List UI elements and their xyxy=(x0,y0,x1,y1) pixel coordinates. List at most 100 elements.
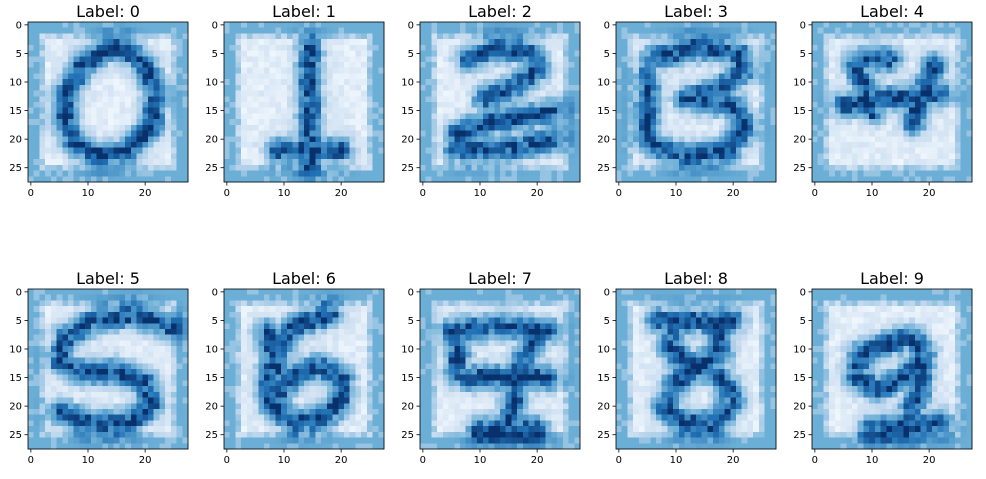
heatmap-cell xyxy=(90,73,97,80)
heatmap-cell xyxy=(33,386,40,393)
heatmap-cell xyxy=(119,62,126,69)
heatmap-cell xyxy=(846,44,853,51)
heatmap-cell xyxy=(85,317,92,324)
heatmap-cell xyxy=(355,124,362,131)
heatmap-cell xyxy=(741,56,748,63)
heatmap-cell xyxy=(113,289,120,296)
heatmap-cell xyxy=(718,73,725,80)
heatmap-cell xyxy=(701,67,708,74)
heatmap-cell xyxy=(224,50,231,57)
heatmap-cell xyxy=(431,176,438,183)
heatmap-cell xyxy=(39,357,46,364)
heatmap-cell xyxy=(437,44,444,51)
heatmap-cell xyxy=(366,159,373,166)
heatmap-cell xyxy=(315,136,322,143)
heatmap-cell xyxy=(142,84,149,91)
heatmap-cell xyxy=(633,113,640,120)
heatmap-cell xyxy=(667,67,674,74)
heatmap-cell xyxy=(136,340,143,347)
heatmap-cell xyxy=(130,431,137,438)
heatmap-cell xyxy=(108,386,115,393)
heatmap-cell xyxy=(50,130,57,137)
heatmap-cell xyxy=(321,164,328,171)
heatmap-cell xyxy=(747,27,754,34)
heatmap-cell xyxy=(897,124,904,131)
heatmap-cell xyxy=(471,67,478,74)
heatmap-cell xyxy=(534,119,541,126)
heatmap-cell xyxy=(551,79,558,86)
heatmap-cell xyxy=(656,164,663,171)
heatmap-cell xyxy=(159,340,166,347)
heatmap-cell xyxy=(264,300,271,307)
heatmap-cell xyxy=(50,346,57,353)
heatmap-cell xyxy=(857,113,864,120)
heatmap-cell xyxy=(656,136,663,143)
heatmap-cell xyxy=(142,397,149,404)
heatmap-cell xyxy=(113,437,120,444)
heatmap-cell xyxy=(45,170,52,177)
heatmap-cell xyxy=(551,159,558,166)
heatmap-cell xyxy=(326,56,333,63)
heatmap-cell xyxy=(159,96,166,103)
heatmap-cell xyxy=(159,437,166,444)
heatmap-cell xyxy=(50,323,57,330)
heatmap-cell xyxy=(349,39,356,46)
heatmap-cell xyxy=(309,22,316,29)
heatmap-cell xyxy=(770,107,777,114)
heatmap-cell xyxy=(153,414,160,421)
heatmap-cell xyxy=(770,44,777,51)
heatmap-cell xyxy=(321,27,328,34)
heatmap-cell xyxy=(528,56,535,63)
heatmap-cell xyxy=(73,50,80,57)
heatmap-cell xyxy=(627,73,634,80)
heatmap-cell xyxy=(730,90,737,97)
heatmap-cell xyxy=(621,39,628,46)
heatmap-cell xyxy=(812,153,819,160)
heatmap-cell xyxy=(568,170,575,177)
heatmap-cell xyxy=(534,107,541,114)
heatmap-cell xyxy=(182,397,189,404)
heatmap-cell xyxy=(863,73,870,80)
heatmap-cell xyxy=(73,380,80,387)
heatmap-cell xyxy=(378,113,385,120)
heatmap-cell xyxy=(707,27,714,34)
heatmap-cell xyxy=(724,153,731,160)
heatmap-cell xyxy=(361,124,368,131)
heatmap-cell xyxy=(62,107,69,114)
heatmap-cell xyxy=(897,170,904,177)
heatmap-cell xyxy=(159,62,166,69)
heatmap-cell xyxy=(252,107,259,114)
heatmap-cell xyxy=(224,113,231,120)
heatmap-cell xyxy=(338,119,345,126)
heatmap-cell xyxy=(633,56,640,63)
heatmap-cell xyxy=(874,124,881,131)
heatmap-cell xyxy=(119,437,126,444)
heatmap-cell xyxy=(102,124,109,131)
heatmap-cell xyxy=(165,119,172,126)
heatmap-cell xyxy=(85,90,92,97)
heatmap-cell xyxy=(45,380,52,387)
heatmap-cell xyxy=(545,67,552,74)
heatmap-cell xyxy=(633,159,640,166)
heatmap-cell xyxy=(159,294,166,301)
heatmap-cell xyxy=(28,50,35,57)
heatmap-cell xyxy=(96,351,103,358)
heatmap-cell xyxy=(420,67,427,74)
heatmap-cell xyxy=(437,102,444,109)
heatmap-cell xyxy=(96,27,103,34)
heatmap-cell xyxy=(909,33,916,40)
heatmap-cell xyxy=(562,33,569,40)
heatmap-cell xyxy=(960,79,967,86)
heatmap-cell xyxy=(366,170,373,177)
heatmap-cell xyxy=(736,136,743,143)
heatmap-cell xyxy=(326,124,333,131)
heatmap-cell xyxy=(747,124,754,131)
heatmap-cell xyxy=(90,420,97,427)
heatmap-cell xyxy=(366,136,373,143)
heatmap-cell xyxy=(102,142,109,149)
heatmap-cell xyxy=(718,67,725,74)
heatmap-cell xyxy=(522,159,529,166)
heatmap-cell xyxy=(736,96,743,103)
heatmap-cell xyxy=(557,119,564,126)
heatmap-cell xyxy=(275,67,282,74)
